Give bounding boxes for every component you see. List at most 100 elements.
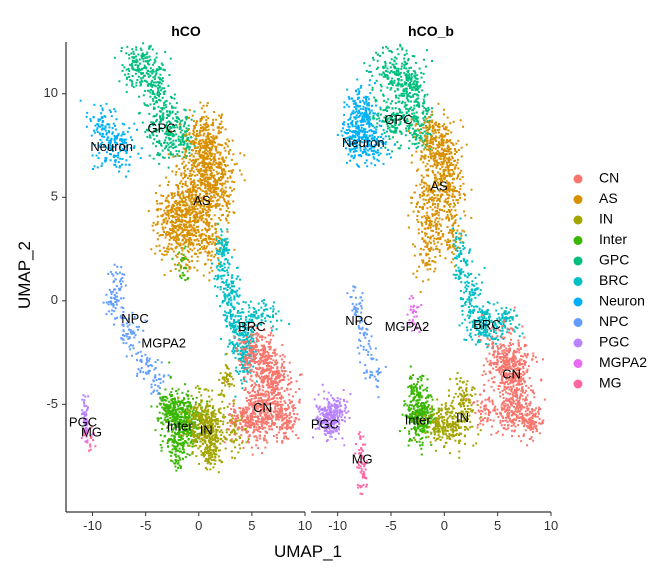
cell-point	[250, 369, 253, 372]
cell-point	[219, 143, 222, 146]
cell-point	[171, 411, 174, 414]
cell-point	[234, 417, 237, 420]
cell-point	[219, 305, 221, 308]
cell-point	[161, 397, 164, 400]
cell-point	[113, 310, 116, 313]
cell-point	[202, 274, 205, 277]
cell-point	[123, 273, 126, 276]
cell-point	[204, 250, 207, 253]
cell-point	[144, 66, 147, 69]
cell-point	[145, 363, 148, 366]
cell-point	[216, 242, 219, 245]
cell-point	[283, 413, 286, 416]
cell-point	[173, 192, 176, 195]
cell-point	[134, 334, 137, 337]
cell-point	[164, 232, 167, 235]
cell-point	[271, 419, 273, 422]
cell-point	[276, 367, 279, 370]
cell-point	[167, 248, 170, 251]
cell-point	[202, 433, 205, 436]
cell-point	[258, 362, 261, 365]
cell-point	[256, 332, 258, 335]
cell-point	[119, 138, 122, 141]
cell-point	[178, 143, 181, 146]
cell-point	[209, 143, 212, 145]
cell-point	[223, 254, 226, 257]
cell-point	[180, 442, 183, 445]
cell-point	[201, 164, 204, 167]
cell-point	[219, 219, 222, 222]
cell-point	[279, 416, 282, 419]
cell-point	[241, 339, 244, 342]
cell-point	[188, 219, 191, 222]
cell-point	[182, 434, 185, 437]
cell-point	[190, 164, 193, 167]
cell-point	[179, 423, 182, 426]
cell-point	[102, 120, 104, 123]
cell-point	[181, 185, 184, 188]
cell-point	[267, 363, 270, 366]
cell-point	[214, 425, 217, 428]
cell-point	[210, 153, 213, 156]
cell-point	[203, 180, 206, 183]
cell-point	[164, 212, 167, 215]
cell-point	[196, 146, 199, 149]
cell-point	[267, 408, 270, 411]
cell-point	[268, 362, 270, 365]
cell-point	[188, 195, 190, 197]
cell-point	[251, 320, 254, 323]
cell-point	[151, 79, 154, 82]
cell-point	[172, 413, 175, 416]
cell-point	[176, 220, 179, 223]
cell-point	[182, 443, 185, 446]
cell-point	[202, 156, 205, 159]
cell-point	[171, 106, 174, 109]
cell-point	[158, 411, 161, 414]
cell-point	[110, 145, 113, 148]
cell-point	[270, 381, 273, 384]
cell-point	[276, 393, 279, 396]
cell-point	[198, 422, 201, 425]
cell-point	[168, 411, 171, 414]
cell-point	[191, 417, 194, 420]
scatter-points-hco	[79, 42, 303, 474]
cell-point	[182, 214, 184, 217]
cell-point	[101, 124, 104, 127]
cell-point	[253, 311, 256, 314]
cell-point	[157, 392, 160, 395]
cell-point	[152, 99, 155, 102]
cell-point	[216, 151, 219, 154]
cell-point	[205, 176, 207, 179]
cell-point	[217, 157, 220, 160]
cell-point	[169, 132, 172, 135]
cell-point	[160, 258, 163, 261]
cell-point	[182, 177, 185, 180]
cell-point	[217, 166, 220, 169]
cell-point	[151, 48, 154, 51]
cell-point	[199, 118, 202, 120]
cell-point	[145, 56, 148, 59]
cell-point	[215, 190, 218, 193]
cell-point	[204, 145, 207, 147]
cell-point	[177, 466, 179, 469]
cell-point	[171, 438, 174, 441]
cell-point	[230, 341, 233, 344]
cell-point	[283, 437, 286, 440]
cell-point	[173, 208, 176, 211]
cell-point	[262, 411, 265, 414]
cell-point	[149, 67, 152, 70]
cell-point	[264, 320, 267, 323]
cell-point	[184, 279, 187, 282]
cell-point	[200, 394, 203, 397]
cell-point	[202, 205, 205, 208]
cell-point	[220, 230, 223, 233]
cell-point	[208, 415, 210, 418]
cell-point	[247, 310, 250, 313]
cell-point	[246, 363, 249, 366]
cell-point	[264, 411, 266, 414]
cell-point	[181, 231, 184, 233]
cell-point	[199, 387, 202, 390]
cell-point	[170, 153, 173, 156]
cell-point	[169, 235, 172, 238]
cell-point	[196, 260, 199, 263]
